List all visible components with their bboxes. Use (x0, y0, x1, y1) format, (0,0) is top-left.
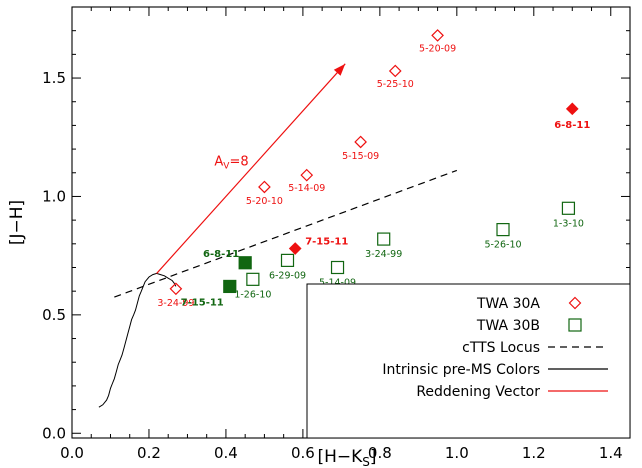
axes: 0.0 0.2 0.4 0.6 0.8 1.0 1.2 1.4 0.0 0.5 1.0 1.5 [H−K… (7, 6, 631, 468)
twa30a-point (300, 168, 314, 182)
point-label: 3-24-99 (157, 298, 194, 309)
point-label: 5-20-10 (246, 196, 283, 207)
twa30a-point-filled (288, 242, 302, 255)
twa30b-point (246, 272, 260, 286)
point-label: 5-26-10 (484, 240, 521, 251)
point-label: 5-14-09 (288, 183, 325, 194)
point-label: 3-24-99 (365, 249, 402, 260)
x-tick-label: 0.0 (60, 444, 84, 462)
reddening-label-sub: V (223, 162, 230, 172)
twa30b-point (330, 260, 345, 275)
twa30b-point (280, 253, 295, 267)
point-label: 6-29-09 (269, 270, 306, 281)
chart-lines: AV=8 (98, 63, 458, 408)
twa30b-point-filled (238, 256, 252, 270)
y-tick-label: 1.0 (42, 187, 66, 205)
x-axis-title: [H−KS] (317, 447, 376, 468)
x-tick-label: 1.0 (445, 444, 469, 462)
legend-label: Reddening Vector (416, 384, 540, 400)
twa30a-point-filled (565, 102, 579, 116)
legend-symbol-square (568, 318, 582, 332)
x-tick-label: 0.2 (137, 444, 161, 462)
y-tick-label: 1.5 (42, 69, 66, 87)
twa30b-point (496, 223, 510, 237)
twa30a-point (169, 282, 183, 296)
twa30a-point (354, 135, 367, 149)
ctts-locus-line (114, 169, 458, 298)
reddening-vector-arrowhead (333, 63, 346, 76)
x-axis-title-sub: S (362, 455, 370, 468)
legend: TWA 30A TWA 30B cTTS Locus Intrinsic pre-MS… (306, 283, 631, 439)
legend-label: TWA 30A (476, 296, 540, 312)
twa30b-point (377, 232, 391, 246)
point-label: 5-25-10 (377, 79, 414, 90)
x-tick-label: 0.6 (291, 444, 315, 462)
x-tick-label: 0.8 (368, 444, 392, 462)
point-label: 1-3-10 (553, 218, 584, 229)
twa30a-point (388, 64, 402, 78)
x-tick-label: 0.4 (214, 444, 238, 462)
y-tick-label: 0.5 (42, 306, 66, 324)
legend-symbol-diamond (568, 296, 582, 310)
legend-label: TWA 30B (476, 318, 540, 334)
intrinsic-colors-line (98, 272, 177, 408)
y-axis-title: [J−H] (7, 200, 27, 245)
data-points: 3-24-99 5-20-10 5-14-09 5-15-09 5-25-10 5-20-… (157, 29, 590, 309)
legend-label: Intrinsic pre-MS Colors (382, 362, 540, 378)
legend-box (306, 283, 631, 439)
point-label: 6-8-11 (554, 120, 590, 131)
point-label: 6-8-11 (203, 249, 239, 260)
point-label: 5-14-09 (319, 277, 356, 288)
legend-label: cTTS Locus (462, 340, 540, 356)
point-label: 7-15-11 (305, 237, 348, 248)
point-label: 7-15-11 (181, 297, 224, 308)
twa30b-point (561, 201, 576, 215)
y-tick-label: 0.0 (42, 424, 66, 442)
point-label: 1-26-10 (234, 289, 271, 300)
x-axis-title-main: [H−K (317, 447, 363, 467)
twa30b-point-filled (223, 279, 237, 294)
reddening-vector-label: AV=8 (214, 155, 248, 172)
point-label: 5-15-09 (342, 151, 379, 162)
x-tick-label: 1.4 (599, 444, 623, 462)
reddening-label-main: A (214, 155, 223, 170)
twa30a-point (431, 29, 444, 42)
x-axis-title-end: ] (370, 447, 377, 467)
point-label: 5-20-09 (419, 43, 456, 54)
reddening-label-end: =8 (229, 155, 248, 170)
twa30a-point (258, 180, 271, 194)
reddening-vector-line (156, 63, 346, 274)
x-tick-label: 1.2 (522, 444, 546, 462)
